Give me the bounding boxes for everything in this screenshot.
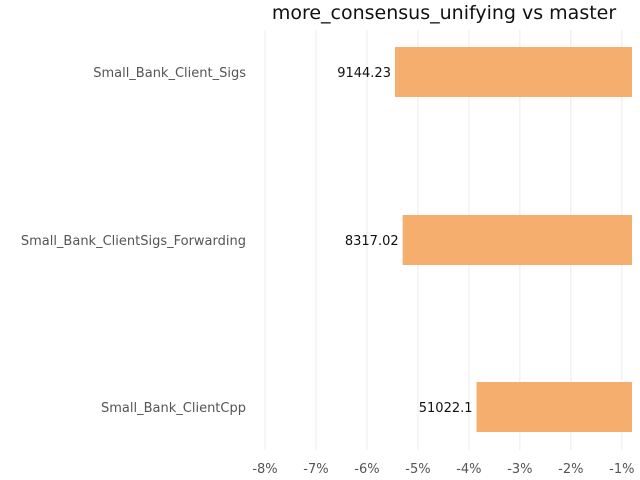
x-tick-label: -7%: [303, 462, 328, 477]
bar-value-label: 8317.02: [345, 234, 399, 249]
bar-value-label: 51022.1: [419, 401, 473, 416]
data-labels: 9144.23 8317.02 51022.1: [337, 66, 472, 416]
x-tick-label: -2%: [558, 462, 583, 477]
x-tick-label: -4%: [456, 462, 481, 477]
category-label: Small_Bank_Client_Sigs: [93, 66, 246, 81]
bar-value-label: 9144.23: [337, 66, 391, 81]
category-label: Small_Bank_ClientSigs_Forwarding: [21, 234, 246, 249]
bar: [402, 215, 632, 265]
category-label: Small_Bank_ClientCpp: [101, 401, 246, 416]
x-tick-label: -5%: [405, 462, 430, 477]
x-tick-label: -6%: [354, 462, 379, 477]
bars: [394, 47, 632, 432]
x-tick-label: -8%: [252, 462, 277, 477]
bar: [394, 47, 632, 97]
bar: [476, 382, 632, 432]
chart-title: more_consensus_unifying vs master: [272, 2, 617, 24]
x-tick-label: -1%: [609, 462, 634, 477]
x-axis-ticks: -8% -7% -6% -5% -4% -3% -2% -1%: [252, 462, 634, 477]
category-labels: Small_Bank_Client_Sigs Small_Bank_ClientS…: [21, 66, 246, 416]
x-tick-label: -3%: [507, 462, 532, 477]
